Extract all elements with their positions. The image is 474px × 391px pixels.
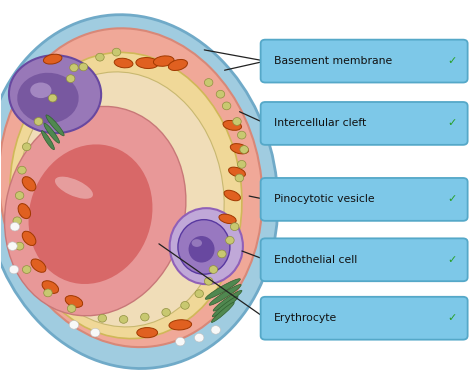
Ellipse shape <box>34 118 43 126</box>
Ellipse shape <box>212 296 238 317</box>
Ellipse shape <box>96 53 104 61</box>
Text: Endothelial cell: Endothelial cell <box>274 255 357 265</box>
Text: ✓: ✓ <box>448 56 457 66</box>
Ellipse shape <box>30 83 52 98</box>
Ellipse shape <box>209 265 218 273</box>
Ellipse shape <box>230 223 239 231</box>
Ellipse shape <box>136 57 158 68</box>
Ellipse shape <box>230 143 248 154</box>
Ellipse shape <box>46 115 64 136</box>
Ellipse shape <box>141 313 149 321</box>
FancyBboxPatch shape <box>261 297 468 340</box>
FancyBboxPatch shape <box>261 178 468 221</box>
Ellipse shape <box>22 265 31 273</box>
Ellipse shape <box>10 52 242 339</box>
Ellipse shape <box>15 192 24 199</box>
FancyBboxPatch shape <box>261 239 468 281</box>
Ellipse shape <box>119 316 128 323</box>
Ellipse shape <box>13 217 21 225</box>
Ellipse shape <box>205 279 240 299</box>
Ellipse shape <box>204 277 213 285</box>
Ellipse shape <box>216 90 225 98</box>
Ellipse shape <box>194 334 204 342</box>
Ellipse shape <box>181 301 189 309</box>
Text: Pinocytotic vesicle: Pinocytotic vesicle <box>274 194 374 204</box>
Text: ✓: ✓ <box>448 255 457 265</box>
Ellipse shape <box>15 242 24 250</box>
Ellipse shape <box>0 15 278 368</box>
Ellipse shape <box>17 73 79 124</box>
Ellipse shape <box>22 177 36 191</box>
Ellipse shape <box>18 204 30 219</box>
Text: Erythrocyte: Erythrocyte <box>274 313 337 323</box>
Ellipse shape <box>219 214 236 224</box>
Ellipse shape <box>240 145 248 153</box>
Ellipse shape <box>44 289 52 297</box>
Ellipse shape <box>91 328 100 337</box>
Ellipse shape <box>65 296 82 307</box>
Ellipse shape <box>222 102 231 110</box>
Ellipse shape <box>137 328 157 338</box>
Text: Intercellular cleft: Intercellular cleft <box>274 118 366 128</box>
Ellipse shape <box>175 337 185 346</box>
Ellipse shape <box>211 302 234 323</box>
Ellipse shape <box>168 59 188 70</box>
Ellipse shape <box>195 290 203 298</box>
Ellipse shape <box>178 220 230 274</box>
Ellipse shape <box>55 177 93 199</box>
Ellipse shape <box>10 222 19 231</box>
Text: ✓: ✓ <box>448 194 457 204</box>
Ellipse shape <box>67 305 76 312</box>
Ellipse shape <box>237 160 246 168</box>
Text: Basement membrane: Basement membrane <box>274 56 392 66</box>
Ellipse shape <box>70 64 78 72</box>
Ellipse shape <box>18 166 26 174</box>
FancyBboxPatch shape <box>261 39 468 83</box>
Ellipse shape <box>226 237 234 244</box>
Ellipse shape <box>211 326 220 334</box>
Ellipse shape <box>0 28 263 347</box>
Ellipse shape <box>228 167 246 177</box>
Ellipse shape <box>218 250 226 258</box>
Ellipse shape <box>28 144 153 284</box>
Ellipse shape <box>154 56 174 66</box>
Ellipse shape <box>31 259 46 272</box>
Ellipse shape <box>22 143 31 151</box>
Ellipse shape <box>5 106 186 316</box>
Ellipse shape <box>18 72 224 327</box>
Ellipse shape <box>170 208 243 284</box>
Ellipse shape <box>223 120 242 130</box>
Ellipse shape <box>235 174 244 182</box>
Ellipse shape <box>8 242 17 250</box>
FancyBboxPatch shape <box>261 102 468 145</box>
Ellipse shape <box>42 131 55 150</box>
Ellipse shape <box>189 236 215 262</box>
Ellipse shape <box>191 239 202 247</box>
Ellipse shape <box>237 131 246 139</box>
Ellipse shape <box>169 320 191 330</box>
Text: ✓: ✓ <box>448 313 457 323</box>
Ellipse shape <box>233 118 241 126</box>
Ellipse shape <box>42 281 59 293</box>
Ellipse shape <box>204 79 213 86</box>
Ellipse shape <box>44 54 62 64</box>
Ellipse shape <box>44 123 60 143</box>
Ellipse shape <box>114 58 133 68</box>
Ellipse shape <box>9 55 101 133</box>
Text: ✓: ✓ <box>448 118 457 128</box>
Ellipse shape <box>162 308 170 316</box>
Ellipse shape <box>9 265 18 274</box>
Ellipse shape <box>209 285 241 305</box>
Ellipse shape <box>112 48 121 56</box>
Ellipse shape <box>98 314 107 322</box>
Ellipse shape <box>66 75 75 83</box>
Ellipse shape <box>79 63 88 71</box>
Ellipse shape <box>48 94 57 102</box>
Ellipse shape <box>69 321 79 329</box>
Ellipse shape <box>224 190 240 201</box>
Ellipse shape <box>22 231 36 246</box>
Ellipse shape <box>213 291 242 311</box>
